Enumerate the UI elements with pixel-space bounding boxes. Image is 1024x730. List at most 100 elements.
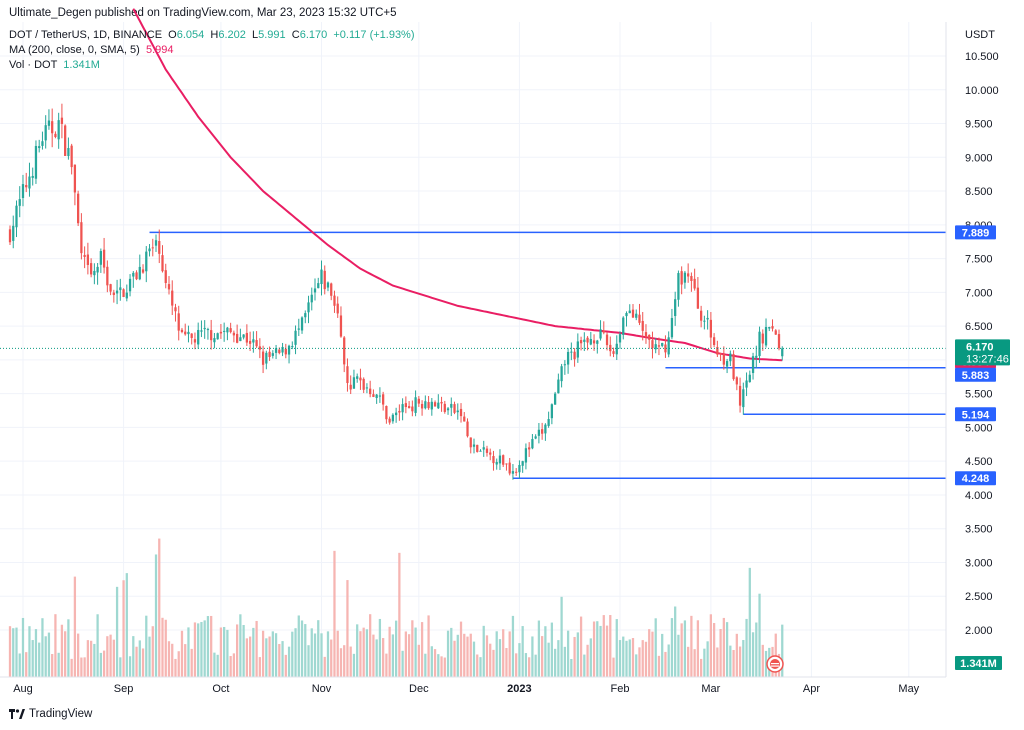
candle-body (573, 351, 576, 360)
candle-body (453, 404, 456, 413)
volume-bar (307, 645, 310, 677)
volume-bar (213, 652, 216, 677)
volume-bar (336, 630, 339, 677)
candle-body (145, 251, 148, 272)
candle-body (268, 351, 271, 358)
candle-body (651, 340, 654, 349)
candle-body (132, 272, 135, 277)
volume-bar (197, 623, 200, 677)
legend-volume-row[interactable]: Vol · DOT 1.341M (9, 58, 100, 72)
volume-bar (248, 636, 252, 677)
candle-body (119, 287, 122, 291)
candle-body (742, 389, 745, 408)
volume-bar (44, 636, 47, 677)
volume-bar (385, 653, 388, 677)
candle-body (394, 412, 398, 416)
volume-bar (437, 654, 440, 677)
candle-body (229, 328, 232, 333)
candle-body (534, 436, 537, 439)
volume-bar (223, 626, 226, 677)
candle-body (553, 393, 557, 405)
candle-body (557, 379, 560, 394)
candle-body (235, 333, 239, 343)
volume-bar (420, 622, 424, 677)
volume-bar (476, 654, 479, 677)
candle-body (589, 338, 592, 345)
volume-bar (443, 657, 446, 677)
candle-body (382, 394, 385, 405)
volume-bar (618, 640, 622, 677)
legend-ma-row[interactable]: MA (200, close, 0, SMA, 5) 5.994 (9, 43, 174, 57)
volume-bar (592, 621, 596, 677)
candle-body (420, 403, 424, 409)
candle-body (281, 346, 284, 353)
volume-bar (206, 616, 210, 677)
horizontal-levels[interactable] (149, 231, 946, 479)
volume-bar (109, 634, 112, 677)
volume-bar (729, 645, 732, 677)
legend-symbol-row[interactable]: DOT / TetherUS, 1D, BINANCE O6.054 H6.20… (9, 28, 415, 42)
volume-bar (122, 580, 125, 677)
countdown-tag: 13:27:46 (966, 353, 1009, 365)
volume-bar (304, 624, 307, 677)
candle-body (437, 402, 440, 409)
change-value: +0.117 (+1.93%) (333, 29, 415, 41)
candle-body (515, 471, 518, 473)
candle-body (313, 288, 317, 293)
volume-bar (664, 651, 667, 677)
candle-body (648, 334, 651, 340)
candle-body (479, 450, 482, 452)
candle-body (154, 240, 158, 246)
candle-body (193, 339, 197, 343)
time-axis-label: Apr (803, 683, 820, 695)
price-tags: 7.8895.9945.8835.1944.2486.17013:27:461.… (955, 225, 1010, 670)
price-axis[interactable]: USDT10.50010.0009.5009.0008.5008.0007.50… (965, 29, 999, 637)
candle-body (541, 429, 544, 434)
candle-body (317, 283, 320, 289)
volume-bar (96, 614, 99, 677)
candle-body (21, 184, 25, 199)
volume-bar (661, 633, 664, 677)
volume-label: Vol · DOT (9, 59, 58, 71)
candle-body (446, 408, 450, 411)
volume-bar (742, 640, 745, 677)
candle-body (34, 145, 38, 179)
price-tag-bg (955, 367, 996, 382)
candle-body (531, 438, 534, 449)
volume-bar (47, 632, 51, 677)
candle-body (242, 334, 245, 338)
candle-body (592, 340, 596, 344)
volume-bar (709, 614, 713, 677)
candle-body (148, 248, 151, 252)
high-value: 6.202 (218, 29, 246, 41)
volume-bar (472, 641, 476, 677)
volume-bar (99, 652, 102, 677)
volume-bar (177, 651, 180, 677)
tradingview-footer[interactable]: TradingView (9, 708, 92, 720)
time-axis[interactable]: Aug Sep Oct Nov Dec 2023 Feb Mar Apr May (13, 683, 919, 695)
candle-body (67, 148, 70, 157)
close-value: 6.170 (299, 29, 328, 41)
candle-body (576, 341, 579, 358)
volume-bar (505, 648, 508, 677)
candle-body (300, 317, 304, 331)
price-axis-tick: 2.500 (965, 591, 993, 603)
candle-body (385, 405, 388, 420)
candle-body (271, 353, 274, 356)
volume-bar (8, 626, 12, 677)
volume-bar (466, 636, 469, 677)
events-icon[interactable] (766, 655, 784, 673)
volume-bar (235, 624, 239, 677)
candle-body (628, 310, 631, 314)
volume-bar (310, 628, 313, 677)
volume-bar (566, 630, 570, 677)
volume-bar (145, 615, 148, 677)
volume-bar (352, 653, 356, 677)
volume-bar (440, 656, 443, 677)
candle-body (615, 343, 618, 355)
volume-bar (401, 650, 404, 677)
volume-bar (388, 626, 391, 677)
volume-bar (132, 636, 135, 677)
volume-bar (674, 606, 677, 677)
